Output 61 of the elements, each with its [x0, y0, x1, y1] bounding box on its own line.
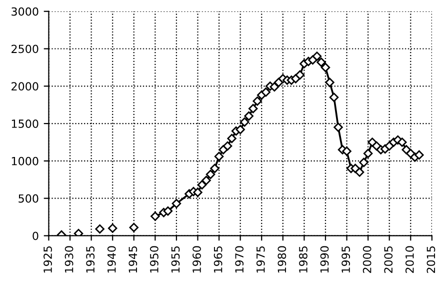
y-tick-label: 1500 — [12, 120, 38, 128]
point — [329, 92, 339, 102]
y-tick-label: 0 — [32, 232, 38, 240]
y-tick-label: 2000 — [12, 82, 38, 91]
point — [252, 96, 262, 106]
point — [325, 78, 334, 88]
x-tick-label: 2010 — [405, 246, 414, 273]
x-tick-label: 1935 — [86, 246, 95, 272]
x-tick-label: 1975 — [256, 246, 265, 272]
point — [295, 70, 305, 80]
point — [359, 158, 368, 168]
x-tick-label: 1955 — [171, 246, 180, 272]
point — [261, 88, 270, 97]
x-tick-label: 1930 — [64, 246, 74, 272]
x-tick-label: 1960 — [192, 246, 201, 272]
point — [95, 224, 104, 234]
y-tick-label: 2500 — [12, 44, 38, 54]
point — [236, 124, 245, 134]
x-tick-label: 2005 — [384, 246, 393, 273]
point — [248, 104, 258, 114]
x-tick-label: 1950 — [150, 246, 158, 272]
point — [210, 164, 220, 174]
point — [193, 188, 202, 197]
point — [342, 146, 352, 156]
x-tick-label: 1925 — [44, 246, 52, 272]
x-tick-label: 1995 — [342, 246, 350, 272]
x-tick-label: 1940 — [107, 246, 116, 272]
y-tick-label: 3000 — [12, 7, 38, 16]
point — [312, 52, 322, 61]
point — [414, 150, 424, 160]
x-tick-label: 1985 — [299, 246, 308, 272]
point — [363, 148, 373, 158]
point — [334, 122, 343, 132]
x-tick-label: 1980 — [278, 246, 286, 272]
point — [214, 152, 224, 162]
x-tick-label: 1970 — [235, 246, 244, 272]
x-tick-label: 2015 — [426, 246, 436, 273]
point — [129, 222, 139, 232]
point — [354, 168, 364, 177]
point — [316, 58, 326, 67]
x-tick-label: 1945 — [128, 246, 138, 272]
point — [320, 62, 330, 72]
point — [397, 138, 407, 147]
point — [172, 198, 182, 208]
x-tick-label: 1990 — [320, 246, 329, 272]
x-tick-label: 2000 — [362, 246, 372, 273]
point — [227, 134, 236, 144]
point — [240, 117, 250, 127]
point — [270, 82, 280, 92]
point — [74, 228, 84, 236]
point — [244, 111, 254, 121]
point — [197, 180, 207, 190]
x-tick-label: 1965 — [214, 246, 222, 272]
point — [150, 212, 160, 221]
point — [206, 170, 216, 180]
point — [202, 176, 211, 185]
point — [108, 224, 118, 233]
point — [222, 141, 232, 151]
y-tick-label: 500 — [18, 194, 38, 203]
y-tick-label: 1000 — [12, 156, 38, 166]
point — [163, 206, 173, 216]
